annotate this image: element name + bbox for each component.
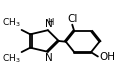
Text: H: H [47, 18, 54, 27]
Text: OH: OH [99, 52, 115, 62]
Text: N: N [45, 19, 52, 29]
Text: Cl: Cl [68, 14, 78, 24]
Text: N: N [45, 53, 52, 63]
Text: CH$_3$: CH$_3$ [2, 17, 21, 29]
Text: CH$_3$: CH$_3$ [2, 53, 21, 65]
